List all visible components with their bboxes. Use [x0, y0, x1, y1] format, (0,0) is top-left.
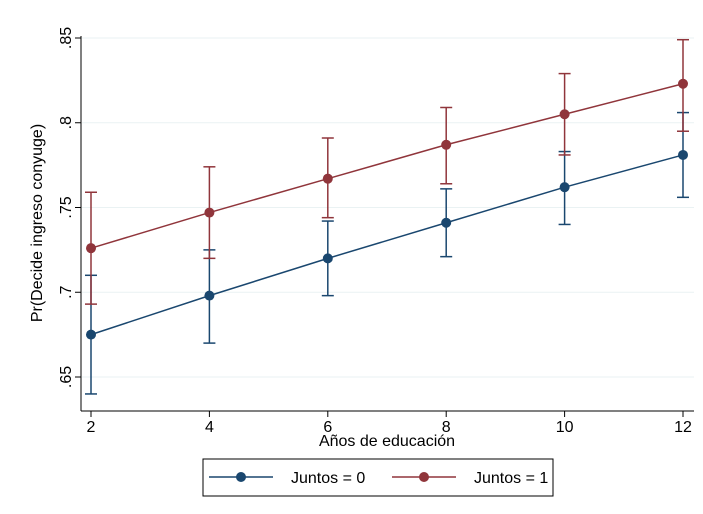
- x-ticks: 2 4 6 8 10 12: [87, 411, 692, 436]
- data-point: [441, 217, 452, 228]
- legend-label-juntos-0: Juntos = 0: [291, 470, 365, 487]
- x-axis-title: Años de educación: [319, 433, 455, 450]
- x-tick-label: 6: [323, 419, 332, 436]
- x-tick-label: 4: [205, 419, 214, 436]
- y-tick-label: .75: [58, 196, 75, 218]
- legend-marker-juntos-0: [236, 472, 246, 482]
- x-tick-label: 8: [442, 419, 451, 436]
- grid-lines: [82, 37, 694, 378]
- data-point: [441, 139, 452, 150]
- x-tick-label: 12: [674, 419, 692, 436]
- x-tick-label: 10: [556, 419, 574, 436]
- x-tick-label: 2: [87, 419, 96, 436]
- y-ticks: .65 .7 .75 .8 .85: [58, 27, 81, 388]
- y-tick-label: .8: [58, 116, 75, 129]
- series-line: [90, 154, 684, 336]
- chart-svg: .65 .7 .75 .8 .85 2 4 6 8 10 12 Años de educación…: [29, 27, 703, 497]
- data-point: [678, 149, 688, 160]
- series-layer: [85, 38, 689, 395]
- plot-background: [81, 36, 703, 419]
- data-point: [204, 207, 215, 218]
- legend: Juntos = 0 Juntos = 1: [202, 458, 554, 497]
- y-tick-label: .7: [58, 285, 75, 298]
- data-point: [86, 329, 96, 340]
- data-point: [322, 173, 333, 184]
- series-line: [90, 83, 684, 249]
- y-tick-label: .65: [58, 366, 75, 388]
- axes: [80, 36, 694, 412]
- data-point: [559, 182, 570, 193]
- data-point: [204, 290, 215, 301]
- series-juntos-1: [85, 38, 689, 305]
- data-point: [678, 78, 688, 89]
- legend-label-juntos-1: Juntos = 1: [474, 470, 548, 487]
- data-point: [86, 243, 96, 254]
- y-axis-title: Pr(Decide ingreso conyuge): [29, 124, 46, 322]
- chart-panel: .65 .7 .75 .8 .85 2 4 6 8 10 12 Años de educación…: [8, 8, 703, 506]
- y-tick-label: .85: [58, 27, 75, 49]
- data-point: [322, 253, 333, 264]
- data-point: [559, 109, 570, 120]
- legend-marker-juntos-1: [419, 472, 429, 482]
